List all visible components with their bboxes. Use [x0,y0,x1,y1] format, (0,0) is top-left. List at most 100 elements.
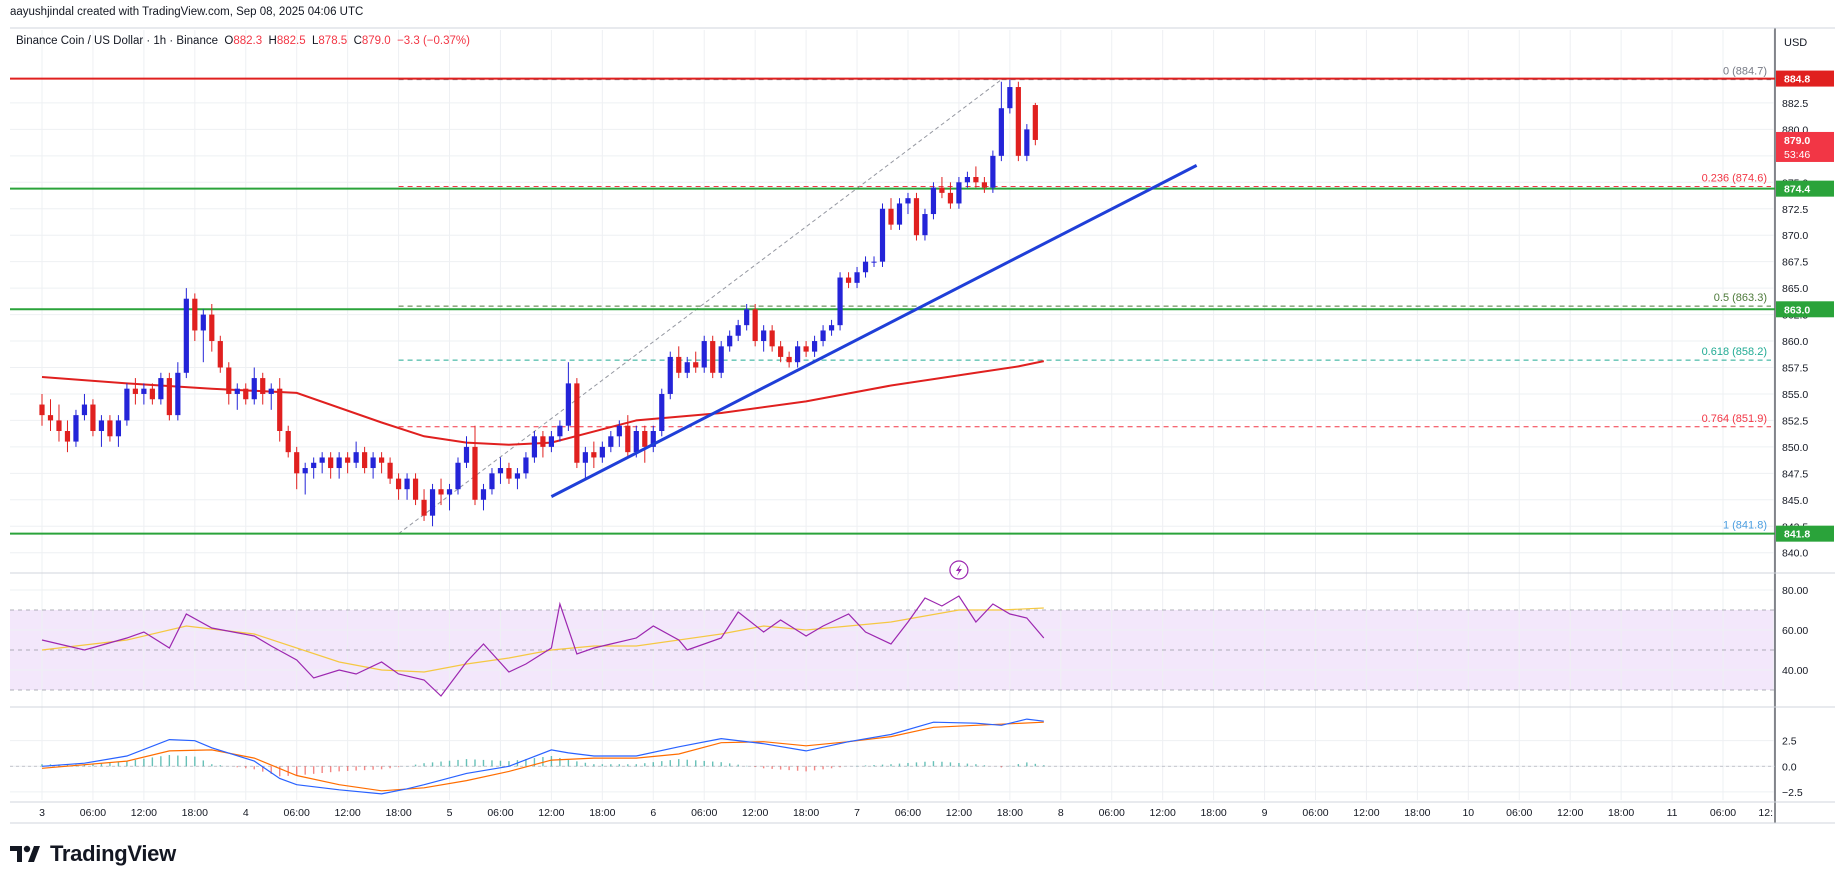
price-axis-tick: 855.0 [1782,389,1808,401]
time-axis-tick: 06:00 [284,807,310,819]
candle-body [115,420,122,437]
time-axis-tick: 12:00 [946,807,972,819]
close-label: C [353,35,362,47]
low-label: L [312,35,319,47]
candle-body [234,388,240,394]
lightning-icon-bolt [955,564,962,576]
price-badge-support [1776,301,1834,318]
time-axis-tick: 06:00 [691,807,717,819]
candle-body [811,341,818,352]
candle-body [506,468,512,479]
time-axis-tick: 12: [1758,807,1773,819]
time-axis-tick: 18:00 [997,807,1023,819]
candle-body [650,431,656,447]
symbol-label: Binance Coin / US Dollar · 1h · Binance [16,35,218,47]
time-axis-tick: 06:00 [80,807,106,819]
time-axis-tick: 18:00 [1608,807,1634,819]
time-axis-tick: 12:00 [1557,807,1583,819]
countdown-text: 53:46 [1784,149,1810,161]
candle-body [395,478,402,490]
candle-body [913,198,920,236]
fib-level-label: 0.764 (851.9) [1702,413,1767,425]
candle-body [727,335,733,347]
time-axis-tick: 12:00 [538,807,564,819]
candle-body [922,214,928,236]
price-axis-tick: 857.5 [1782,363,1808,375]
rsi-ma-line [41,607,1044,673]
candle-body [183,298,189,373]
fib-level-label: 0.5 (863.3) [1714,292,1767,304]
candle-body [659,393,665,431]
candle-body [149,388,155,400]
candle-body [871,261,877,263]
candle-body [795,346,801,363]
candle-body [803,346,809,352]
rsi-axis-tick: 60.00 [1782,625,1808,637]
candle-body [294,452,300,474]
macd-axis-tick: 0.0 [1782,761,1797,773]
price-axis-tick: 872.5 [1782,204,1808,216]
candle-body [362,452,368,469]
time-axis-tick: 18:00 [385,807,411,819]
time-axis-tick: 4 [243,807,249,819]
candle-body [489,473,495,490]
fib-level-label: 0 (884.7) [1723,66,1767,78]
candle-body [90,404,96,431]
price-badge-current [1776,131,1834,162]
price-axis-tick: 840.0 [1782,548,1808,560]
candle-body [47,415,54,421]
macd-axis-tick: 2.5 [1782,736,1797,748]
candle-body [319,457,325,463]
time-axis-tick: 06:00 [1710,807,1736,819]
candle-body [429,489,436,516]
candle-body [370,457,376,469]
candle-body [328,457,334,469]
candle-body [107,420,113,437]
price-axis-tick: 865.0 [1782,283,1808,295]
candle-body [896,203,903,225]
candle-body [964,177,971,183]
candle-body [1007,87,1013,109]
rsi-axis-tick: 40.00 [1782,665,1808,677]
candle-body [905,198,911,204]
price-badge-support-text: 863.0 [1784,304,1810,316]
candle-body [192,298,198,331]
candle-body [64,431,71,442]
candle-body [947,192,954,204]
candle-body [786,356,792,363]
candle-body [761,330,767,342]
candle-body [752,309,758,342]
trendline [550,164,1198,498]
high-label: H [268,35,277,47]
candle-body [684,362,690,373]
open-value: 882.3 [233,35,263,47]
candle-body [981,182,987,188]
time-axis-tick: 12:00 [1150,807,1176,819]
time-axis-tick: 18:00 [182,807,208,819]
candle-body [124,388,130,421]
candle-body [710,341,716,373]
candle-body [353,452,359,463]
candle-body [845,277,852,283]
time-axis-tick: 6 [650,807,656,819]
candle-body [56,420,62,431]
price-badge-current-text: 879.0 [1784,135,1810,147]
candle-body [735,325,741,336]
candle-body [260,378,266,394]
candle-body [438,489,444,495]
time-axis-tick: 5 [447,807,453,819]
price-badge-support [1776,180,1834,197]
candle-body [480,489,487,500]
time-axis-tick: 12:00 [131,807,157,819]
candle-body [633,431,639,453]
candle-body [973,177,979,183]
price-axis-tick: 845.0 [1782,495,1808,507]
price-axis-tick: 870.0 [1782,230,1808,242]
time-axis-tick: 18:00 [1404,807,1430,819]
candle-body [1024,129,1030,156]
close-value: 879.0 [361,35,391,47]
tradingview-logo[interactable]: TradingView [10,840,176,868]
candle-body [939,187,945,193]
candle-body [226,367,232,394]
